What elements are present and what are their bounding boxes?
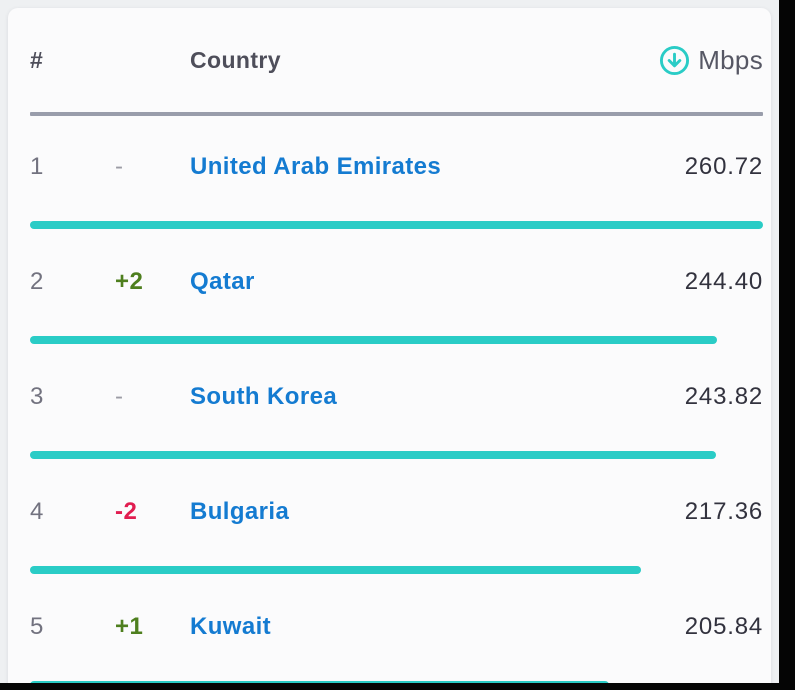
speed-value-cell: 244.40 (684, 267, 763, 295)
rank-change-cell: - (115, 152, 124, 180)
rank-change-cell: +1 (115, 612, 144, 640)
table-row: 2 +2 Qatar 244.40 (30, 231, 763, 346)
speed-sort-header[interactable]: Mbps (659, 45, 763, 76)
page-background: # Country Mbps 1 - United Arab Emirates (0, 0, 779, 683)
speed-bar (30, 566, 642, 574)
rank-cell: 3 (30, 382, 44, 410)
country-link[interactable]: Qatar (190, 267, 255, 295)
speed-value-cell: 243.82 (684, 382, 763, 410)
rank-cell: 1 (30, 152, 44, 180)
country-link[interactable]: United Arab Emirates (190, 152, 442, 180)
country-link[interactable]: South Korea (190, 382, 338, 410)
table-row: 1 - United Arab Emirates 260.72 (30, 116, 763, 231)
rank-change-cell: +2 (115, 267, 144, 295)
ranking-rows: 1 - United Arab Emirates 260.72 2 +2 Qat… (30, 116, 763, 683)
country-link[interactable]: Kuwait (190, 612, 272, 640)
header-divider (30, 112, 763, 116)
download-circle-arrow-icon[interactable] (659, 45, 690, 76)
rank-column-header: # (30, 46, 44, 73)
rank-change-cell: - (115, 382, 124, 410)
table-row: 4 -2 Bulgaria 217.36 (30, 461, 763, 576)
speed-value-cell: 217.36 (684, 497, 763, 525)
speed-ranking-card: # Country Mbps 1 - United Arab Emirates (8, 8, 771, 683)
rank-cell: 5 (30, 612, 44, 640)
rank-change-cell: -2 (115, 497, 138, 525)
country-column-header: Country (190, 46, 281, 73)
speed-value-cell: 205.84 (684, 612, 763, 640)
country-link[interactable]: Bulgaria (190, 497, 290, 525)
rank-cell: 4 (30, 497, 44, 525)
speed-unit-label: Mbps (698, 44, 763, 75)
speed-bar (30, 336, 718, 344)
speed-value-cell: 260.72 (684, 152, 763, 180)
speed-bar (30, 221, 763, 229)
speed-bar (30, 451, 716, 459)
table-row: 3 - South Korea 243.82 (30, 346, 763, 461)
rank-cell: 2 (30, 267, 44, 295)
speed-bar (30, 681, 609, 683)
table-header-row: # Country Mbps (30, 8, 763, 112)
table-row: 5 +1 Kuwait 205.84 (30, 576, 763, 683)
